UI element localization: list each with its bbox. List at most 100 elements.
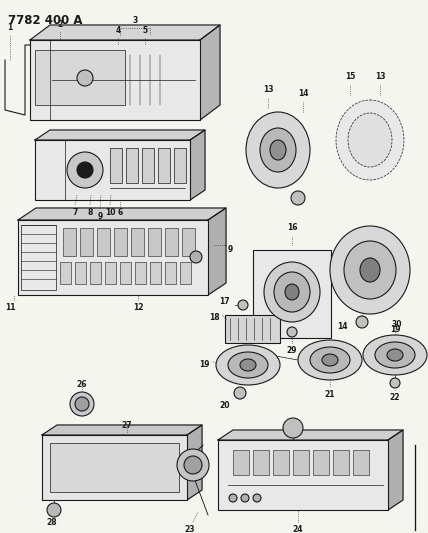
Ellipse shape xyxy=(291,191,305,205)
Text: 14: 14 xyxy=(338,322,348,331)
Ellipse shape xyxy=(336,100,404,180)
Bar xyxy=(225,315,280,343)
Polygon shape xyxy=(42,425,202,435)
Ellipse shape xyxy=(287,327,297,337)
Ellipse shape xyxy=(360,258,380,282)
Bar xyxy=(35,140,190,200)
Bar xyxy=(148,228,161,256)
Ellipse shape xyxy=(253,494,261,502)
Ellipse shape xyxy=(348,113,392,167)
Ellipse shape xyxy=(77,162,93,178)
Polygon shape xyxy=(200,25,220,120)
Ellipse shape xyxy=(229,494,237,502)
Text: 2: 2 xyxy=(57,20,62,29)
Ellipse shape xyxy=(77,70,93,86)
Ellipse shape xyxy=(177,449,209,481)
Bar xyxy=(105,262,116,284)
Text: 22: 22 xyxy=(390,393,400,402)
Bar xyxy=(253,250,331,338)
Bar xyxy=(126,148,138,183)
Bar xyxy=(63,228,76,256)
Text: 6: 6 xyxy=(117,208,123,217)
Ellipse shape xyxy=(216,345,280,385)
Text: 5: 5 xyxy=(143,26,148,35)
Bar xyxy=(293,450,309,475)
Bar xyxy=(233,450,249,475)
Polygon shape xyxy=(208,208,226,295)
Ellipse shape xyxy=(298,340,362,380)
Text: 27: 27 xyxy=(122,421,132,430)
Bar xyxy=(75,262,86,284)
Text: 9: 9 xyxy=(98,212,103,221)
Text: 9: 9 xyxy=(227,245,233,254)
Bar xyxy=(30,40,200,120)
Ellipse shape xyxy=(70,392,94,416)
Text: 8: 8 xyxy=(87,208,93,217)
Bar xyxy=(50,443,179,492)
Ellipse shape xyxy=(283,418,303,438)
Text: 12: 12 xyxy=(133,303,143,312)
Ellipse shape xyxy=(240,359,256,371)
Ellipse shape xyxy=(241,494,249,502)
Text: 30: 30 xyxy=(392,320,402,329)
Bar xyxy=(131,228,144,256)
Ellipse shape xyxy=(47,503,61,517)
Text: 4: 4 xyxy=(116,26,121,35)
Bar xyxy=(353,450,369,475)
Bar xyxy=(21,225,56,290)
Bar xyxy=(182,228,195,256)
Ellipse shape xyxy=(190,251,202,263)
Ellipse shape xyxy=(238,300,248,310)
Bar xyxy=(142,148,154,183)
Text: 10: 10 xyxy=(105,208,115,217)
Bar xyxy=(165,228,178,256)
Polygon shape xyxy=(388,430,403,510)
Bar xyxy=(180,262,191,284)
Ellipse shape xyxy=(344,241,396,299)
Bar xyxy=(253,450,269,475)
Ellipse shape xyxy=(390,378,400,388)
Text: 28: 28 xyxy=(47,518,57,527)
Polygon shape xyxy=(30,25,220,40)
Ellipse shape xyxy=(330,226,410,314)
Bar xyxy=(80,228,93,256)
Text: 16: 16 xyxy=(287,223,297,232)
Ellipse shape xyxy=(356,316,368,328)
Text: 26: 26 xyxy=(77,380,87,389)
Ellipse shape xyxy=(310,347,350,373)
Bar xyxy=(174,148,186,183)
Text: 11: 11 xyxy=(5,303,15,312)
Bar xyxy=(165,262,176,284)
Text: 15: 15 xyxy=(345,72,355,81)
Polygon shape xyxy=(218,430,403,440)
Text: 7782 400 A: 7782 400 A xyxy=(8,14,83,27)
Text: 13: 13 xyxy=(263,85,273,94)
Polygon shape xyxy=(18,208,226,220)
Ellipse shape xyxy=(184,456,202,474)
Text: 23: 23 xyxy=(185,525,195,533)
Bar xyxy=(42,435,187,500)
Text: 1: 1 xyxy=(7,23,12,32)
Bar xyxy=(135,262,146,284)
Text: 7: 7 xyxy=(72,208,78,217)
Ellipse shape xyxy=(67,152,103,188)
Bar xyxy=(35,50,125,105)
Text: 14: 14 xyxy=(298,89,308,98)
Text: 13: 13 xyxy=(375,72,385,81)
Polygon shape xyxy=(190,130,205,200)
Bar xyxy=(158,148,170,183)
Ellipse shape xyxy=(270,140,286,160)
Ellipse shape xyxy=(234,387,246,399)
Ellipse shape xyxy=(246,112,310,188)
Text: 24: 24 xyxy=(293,525,303,533)
Ellipse shape xyxy=(375,342,415,368)
Bar xyxy=(333,450,349,475)
Polygon shape xyxy=(35,130,205,140)
Bar xyxy=(150,262,161,284)
Text: 19: 19 xyxy=(199,360,210,369)
Ellipse shape xyxy=(322,354,338,366)
Text: 17: 17 xyxy=(220,297,230,306)
Bar xyxy=(114,228,127,256)
Ellipse shape xyxy=(387,349,403,361)
Bar xyxy=(313,450,329,475)
